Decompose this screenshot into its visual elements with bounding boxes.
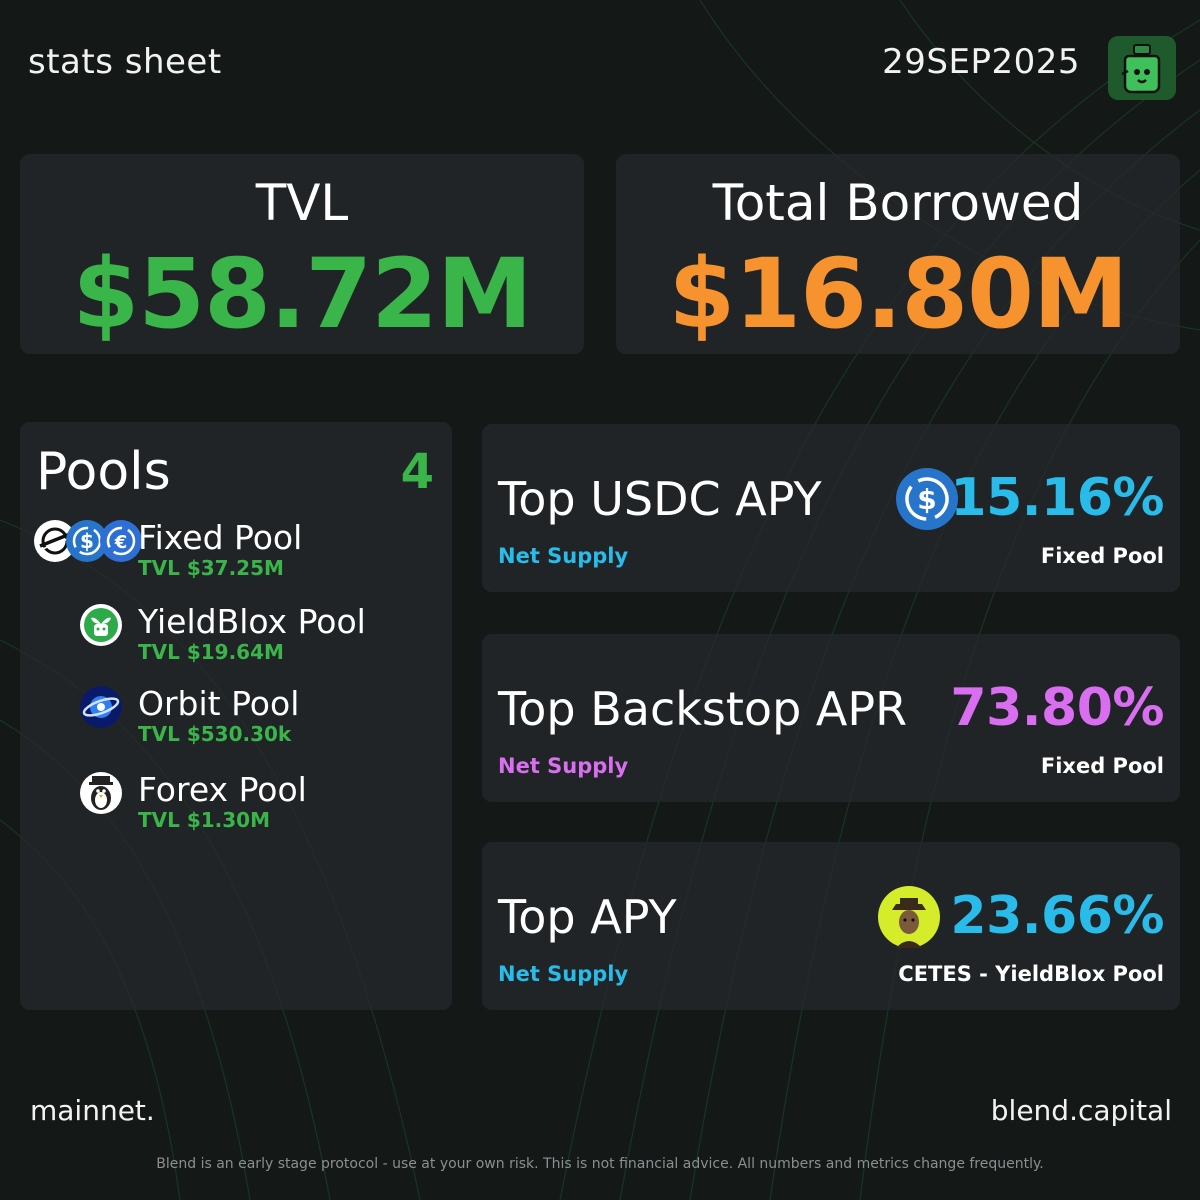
total-borrowed-card: Total Borrowed $16.80M — [616, 154, 1180, 354]
metric-label: Top Backstop APR — [498, 682, 908, 736]
tvl-label: TVL — [255, 174, 349, 232]
pool-item-orbit: Orbit Pool TVL $530.30k — [20, 684, 452, 748]
metric-value: 23.66% — [950, 886, 1164, 946]
metric-sub: Net Supply — [498, 754, 629, 778]
pools-card: Pools 4 $ € Fixed Pool TVL $37.25M Yield… — [20, 422, 452, 1010]
metric-value: 73.80% — [950, 678, 1164, 738]
eurc-small-icon: € — [100, 520, 142, 562]
top-apy-card: Top APY 23.66% Net Supply CETES - YieldB… — [482, 842, 1180, 1010]
penguin-icon — [80, 772, 122, 814]
pool-name: Forex Pool — [138, 770, 307, 809]
metric-label: Top APY — [498, 890, 677, 944]
sheet-date: 29SEP2025 — [882, 42, 1080, 82]
total-borrowed-value: $16.80M — [668, 238, 1129, 350]
tvl-card: TVL $58.72M — [20, 154, 584, 354]
metric-pool: Fixed Pool — [1040, 754, 1164, 778]
pool-item-forex: Forex Pool TVL $1.30M — [20, 770, 452, 834]
pool-name: Orbit Pool — [138, 684, 300, 723]
disclaimer-text: Blend is an early stage protocol - use a… — [156, 1156, 1044, 1172]
pools-count: 4 — [400, 444, 434, 500]
yieldblox-sprout-icon — [80, 604, 122, 646]
pool-item-fixed: $ € Fixed Pool TVL $37.25M — [20, 518, 452, 582]
metric-sub: Net Supply — [498, 544, 629, 568]
pool-item-yieldblox: YieldBlox Pool TVL $19.64M — [20, 602, 452, 666]
top-backstop-apr-card: Top Backstop APR 73.80% Net Supply Fixed… — [482, 634, 1180, 802]
total-borrowed-label: Total Borrowed — [712, 174, 1084, 232]
sheet-title: stats sheet — [28, 42, 222, 82]
svg-text:€: € — [114, 532, 128, 553]
pool-tvl: TVL $1.30M — [138, 808, 270, 832]
network-label: mainnet. — [30, 1094, 155, 1127]
top-usdc-apy-card: Top USDC APY $ 15.16% Net Supply Fixed P… — [482, 424, 1180, 592]
pool-tvl: TVL $19.64M — [138, 640, 284, 664]
tvl-value: $58.72M — [72, 238, 533, 350]
metric-value: 15.16% — [950, 468, 1164, 528]
orbit-planet-icon — [80, 686, 122, 728]
usdc-icon: $ — [896, 468, 958, 530]
svg-text:$: $ — [917, 483, 936, 516]
cetes-token-icon — [878, 886, 940, 948]
metric-sub: Net Supply — [498, 962, 629, 986]
pool-name: Fixed Pool — [138, 518, 303, 557]
blend-jar-logo-icon — [1108, 36, 1176, 100]
pool-tvl: TVL $37.25M — [138, 556, 284, 580]
metric-pool: CETES - YieldBlox Pool — [898, 962, 1164, 986]
pools-title: Pools — [36, 442, 171, 502]
site-link[interactable]: blend.capital — [990, 1094, 1172, 1127]
svg-text:$: $ — [80, 529, 94, 553]
pool-tvl: TVL $530.30k — [138, 722, 292, 746]
metric-label: Top USDC APY — [498, 472, 822, 526]
pool-name: YieldBlox Pool — [138, 602, 366, 641]
metric-pool: Fixed Pool — [1040, 544, 1164, 568]
